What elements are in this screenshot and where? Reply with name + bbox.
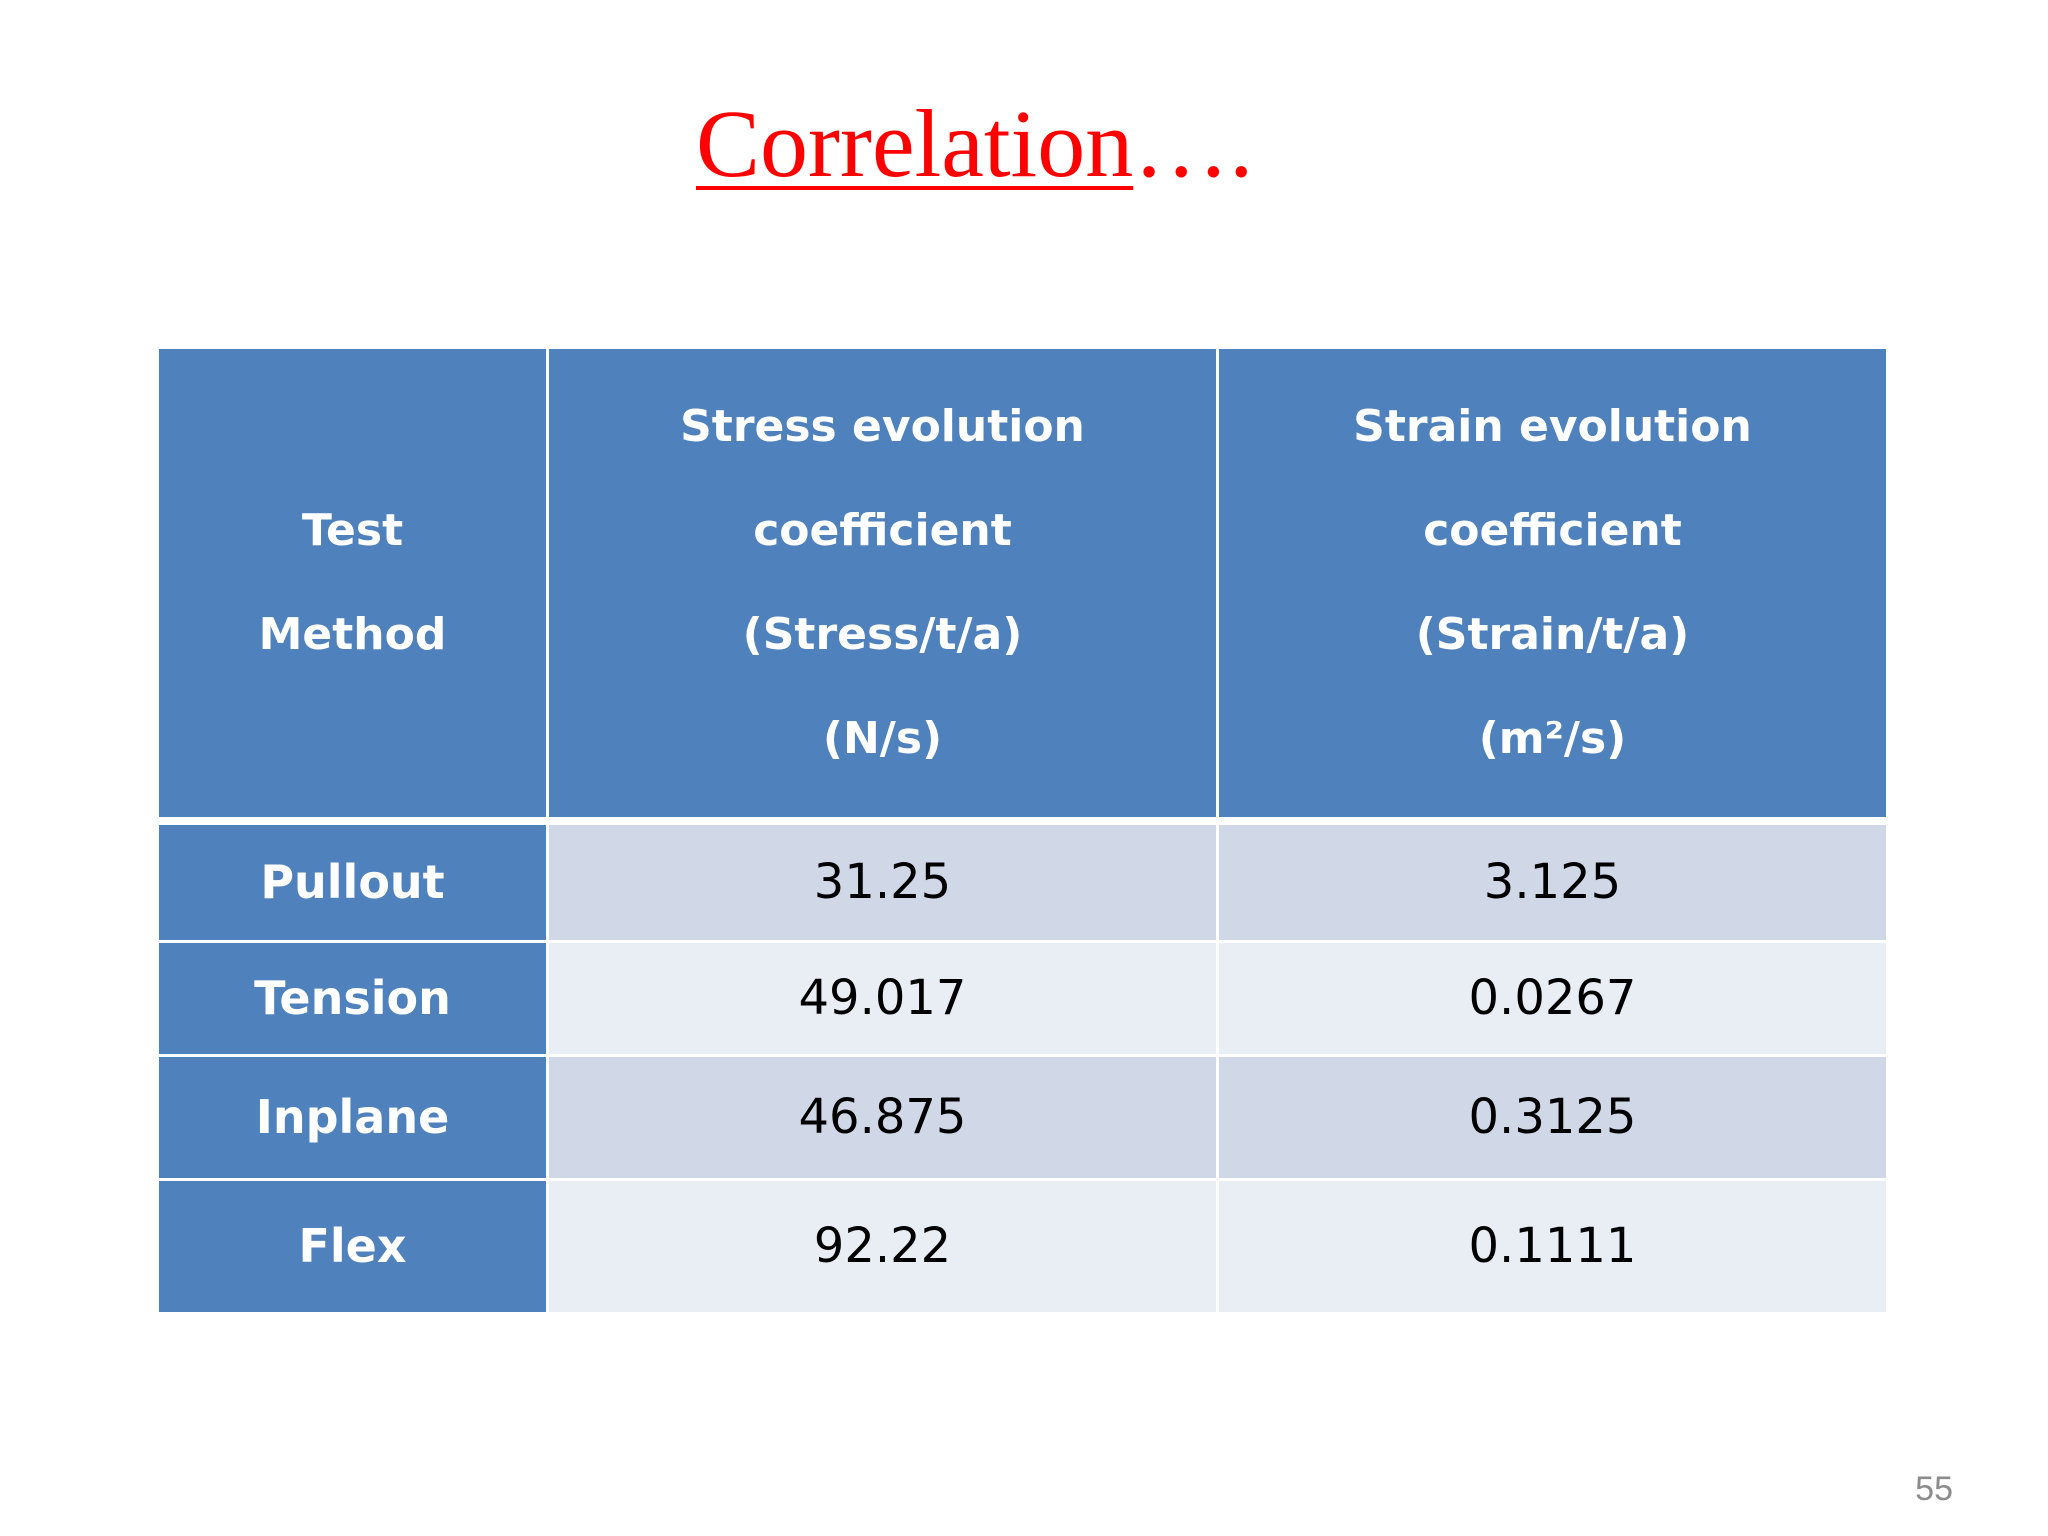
header-strain-coefficient: Strain evolution coefficient (Strain/t/a… [1216,346,1889,825]
header-line: Strain evolution [1353,401,1752,452]
table-row: Flex 92.22 0.1111 [156,1177,1889,1315]
header-line: (m²/s) [1478,713,1627,764]
table-header: Test Method Stress evolution coefficient… [156,346,1889,825]
row-method: Inplane [156,1053,549,1181]
row-method: Tension [156,939,549,1057]
page-number: 55 [1915,1470,1953,1508]
row-stress-value: 49.017 [546,939,1219,1057]
row-method: Flex [156,1177,549,1315]
header-row: Test Method Stress evolution coefficient… [156,346,1889,825]
row-stress-value: 31.25 [546,819,1219,943]
table-body: Pullout 31.25 3.125 Tension 49.017 0.026… [156,819,1889,1315]
correlation-table: Test Method Stress evolution coefficient… [156,346,1889,1315]
table-row: Pullout 31.25 3.125 [156,819,1889,943]
row-strain-value: 3.125 [1216,819,1889,943]
row-strain-value: 0.0267 [1216,939,1889,1057]
header-stress-coefficient: Stress evolution coefficient (Stress/t/a… [546,346,1219,825]
table-row: Tension 49.017 0.0267 [156,939,1889,1057]
header-line: Method [258,609,447,660]
header-test-method: Test Method [156,346,549,825]
row-strain-value: 0.3125 [1216,1053,1889,1181]
header-line: coefficient [753,505,1012,556]
row-stress-value: 46.875 [546,1053,1219,1181]
row-method: Pullout [156,819,549,943]
header-line: (Strain/t/a) [1415,609,1690,660]
header-line: (Stress/t/a) [742,609,1023,660]
header-line: Test [301,505,404,556]
header-line: coefficient [1423,505,1682,556]
row-strain-value: 0.1111 [1216,1177,1889,1315]
row-stress-value: 92.22 [546,1177,1219,1315]
header-line: (N/s) [822,713,943,764]
slide-title: Correlation…. [696,96,1253,192]
slide-title-ellipsis: …. [1133,90,1254,197]
table-row: Inplane 46.875 0.3125 [156,1053,1889,1181]
header-line: Stress evolution [680,401,1085,452]
slide-title-main: Correlation [696,90,1134,197]
